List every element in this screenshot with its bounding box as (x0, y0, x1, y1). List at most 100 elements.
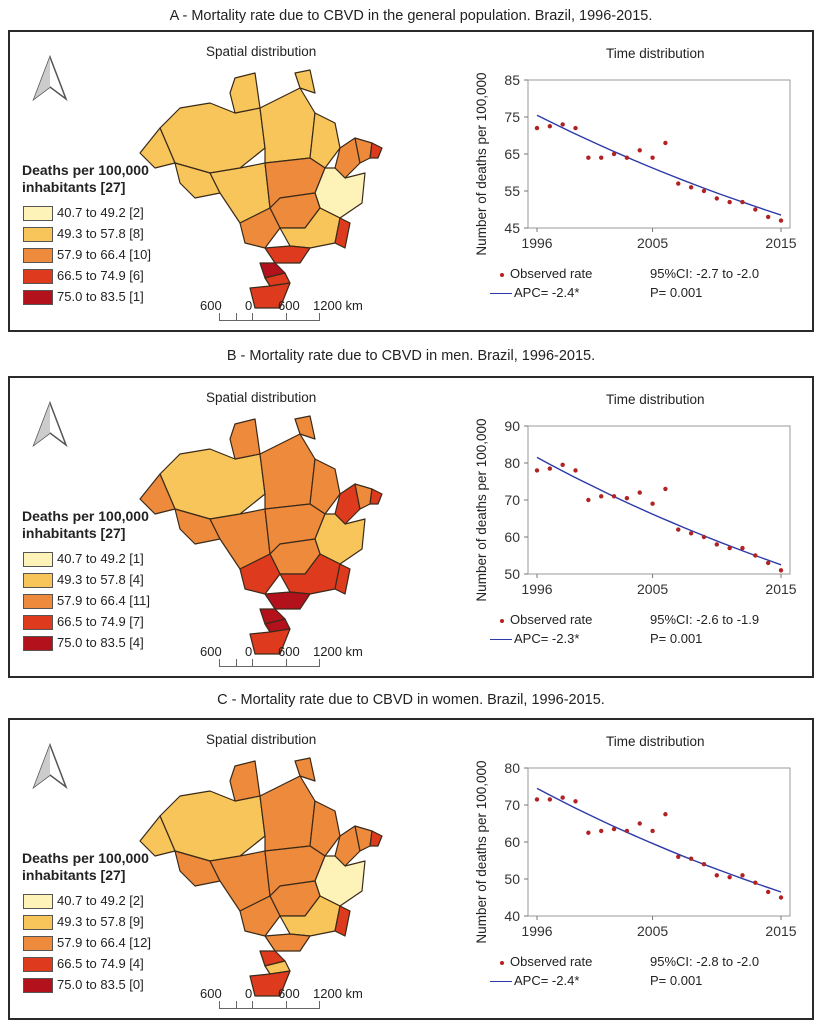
y-tick-label: 70 (504, 797, 520, 813)
map-state (294, 415, 316, 440)
scale-label: 1200 km (313, 644, 363, 659)
observed-point (753, 553, 758, 558)
observed-point (599, 828, 604, 834)
map-state (264, 933, 311, 952)
scale-label: 0 (245, 298, 253, 313)
observed-marker (500, 618, 504, 623)
y-axis-label: Number of deaths per 100,000 (474, 418, 489, 601)
observed-point (534, 797, 540, 802)
scale-tick (219, 1001, 220, 1009)
legend-item: 57.9 to 66.4 [11] (23, 592, 150, 610)
scale-tick (219, 659, 220, 667)
map-state (264, 245, 311, 264)
observed-point (650, 828, 655, 834)
apc-label: APC= -2.4* (514, 973, 580, 988)
observed-label: Observed rate (510, 266, 593, 281)
legend-swatch (23, 206, 53, 222)
scale-label: 1200 km (313, 986, 363, 1001)
scale-label: 600 (278, 986, 300, 1001)
legend-apc: APC= -2.4* (490, 285, 579, 300)
observed-point (727, 545, 732, 551)
observed-point (560, 462, 565, 468)
north-arrow-shade (34, 745, 50, 787)
scale-label: 600 (200, 986, 222, 1001)
legend-swatch (23, 573, 53, 589)
legend-item: 57.9 to 66.4 [10] (23, 246, 151, 264)
observed-point (714, 873, 719, 878)
map-state (249, 282, 291, 309)
scale-tick (236, 1001, 237, 1009)
observed-point (599, 494, 604, 499)
observed-point (778, 895, 784, 900)
scale-label: 0 (245, 644, 253, 659)
x-tick-label: 2005 (637, 581, 668, 597)
spatial-distribution-label: Spatial distribution (206, 44, 317, 59)
legend-swatch (23, 227, 53, 243)
legend-title-line2: inhabitants [27] (22, 525, 126, 541)
scale-tick (319, 659, 320, 667)
legend-item: 49.3 to 57.8 [9] (23, 913, 144, 931)
legend-title: Deaths per 100,000 inhabitants [27] (22, 162, 149, 196)
observed-point (663, 812, 668, 817)
scale-tick (252, 1001, 253, 1009)
p-value: P= 0.001 (650, 285, 703, 300)
observed-point (727, 199, 732, 205)
observed-point (753, 207, 758, 212)
spatial-distribution-label: Spatial distribution (206, 390, 317, 405)
observed-point (624, 828, 630, 834)
scale-label: 600 (278, 298, 300, 313)
legend-item: 66.5 to 74.9 [4] (23, 955, 144, 973)
legend-swatch (23, 290, 53, 306)
map-state (239, 895, 281, 937)
scale-label: 600 (278, 644, 300, 659)
observed-point (701, 862, 707, 867)
apc-fit-line (536, 114, 782, 216)
legend-item: 49.3 to 57.8 [8] (23, 225, 144, 243)
observed-point (624, 155, 630, 160)
y-tick-label: 70 (504, 492, 520, 508)
scale-tick (286, 313, 287, 321)
map-state (334, 217, 351, 249)
map-state (239, 207, 281, 249)
legend-title-line1: Deaths per 100,000 (22, 508, 149, 524)
legend-item: 66.5 to 74.9 [7] (23, 613, 144, 631)
north-arrow-icon (32, 54, 68, 102)
legend-item: 57.9 to 66.4 [12] (23, 934, 151, 952)
observed-point (765, 889, 771, 895)
scale-line (219, 1008, 319, 1009)
legend-title-line1: Deaths per 100,000 (22, 850, 149, 866)
observed-point (534, 125, 540, 131)
observed-point (586, 830, 591, 835)
observed-label: Observed rate (510, 612, 593, 627)
legend-observed: Observed rate (500, 612, 592, 627)
time-chart: 45 55 65 75 85 1996 2005 2015 Number of deaths p… (474, 72, 797, 256)
y-tick-label: 65 (504, 146, 520, 162)
x-tick-label: 2005 (637, 923, 668, 939)
p-value: P= 0.001 (650, 973, 703, 988)
legend-swatch (23, 936, 53, 952)
legend-label: 57.9 to 66.4 [12] (57, 935, 151, 950)
scale-line (219, 320, 319, 321)
map-state (334, 825, 361, 867)
panel-b-title: B - Mortality rate due to CBVD in men. B… (226, 348, 596, 364)
legend-observed: Observed rate (500, 266, 592, 281)
plot-frame (527, 425, 791, 575)
legend-item: 40.7 to 49.2 [2] (23, 204, 144, 222)
legend-swatch (23, 978, 53, 994)
legend-label: 66.5 to 74.9 [4] (57, 956, 144, 971)
north-arrow-shade (34, 57, 50, 99)
panel-a-title: A - Mortality rate due to CBVD in the ge… (169, 8, 653, 24)
map-state (294, 757, 316, 782)
scale-bar: 600 0 600 1200 km (200, 298, 400, 338)
apc-marker (490, 981, 512, 983)
confidence-interval: 95%CI: -2.6 to -1.9 (650, 612, 760, 627)
observed-point (663, 486, 668, 492)
y-tick-label: 60 (504, 529, 520, 545)
map-state (369, 142, 383, 159)
map-state (334, 563, 351, 595)
legend-swatch (23, 594, 53, 610)
observed-point (740, 873, 745, 878)
north-arrow-shade (34, 403, 50, 445)
observed-point (740, 545, 745, 551)
